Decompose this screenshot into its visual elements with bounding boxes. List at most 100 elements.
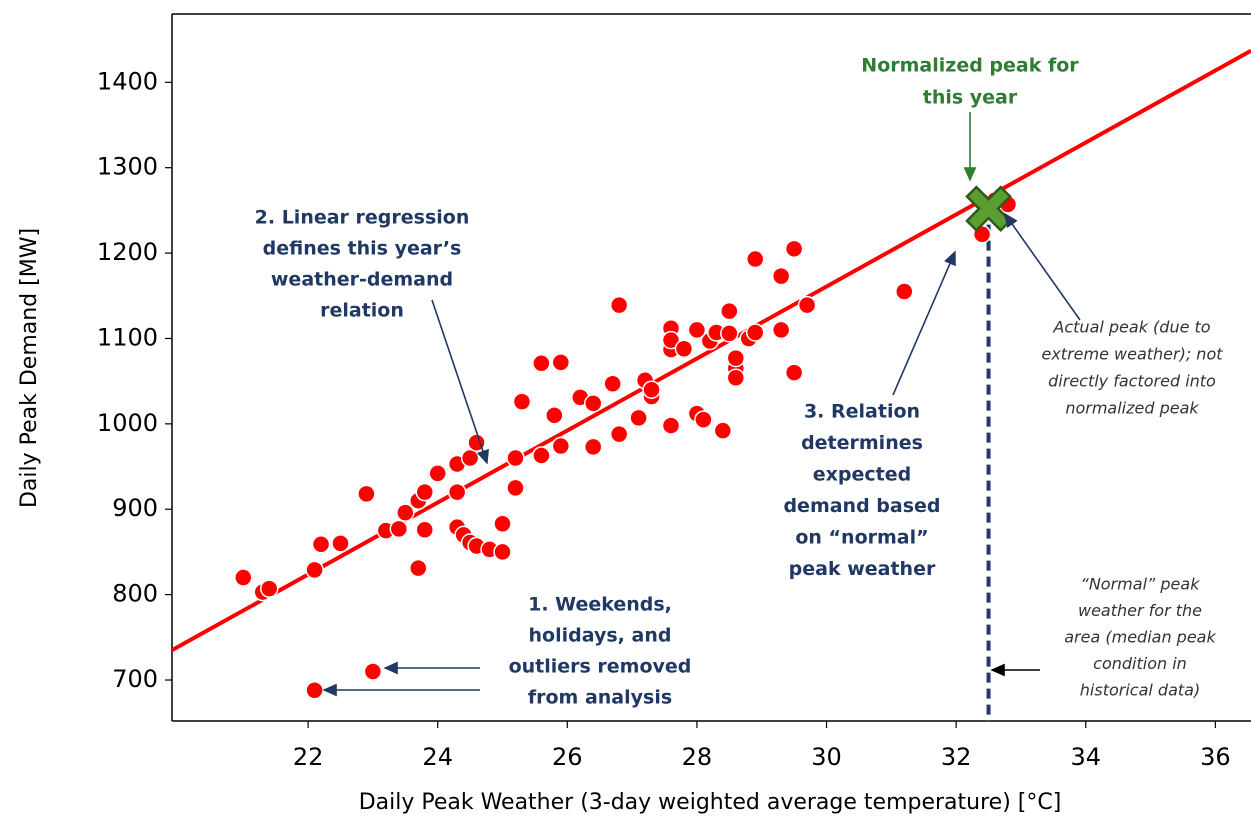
regression-line [172,48,1251,652]
x-tick-label: 22 [293,743,324,771]
x-tick-label: 34 [1070,743,1101,771]
data-point [415,482,434,502]
data-point [389,519,409,539]
data-point [493,514,512,534]
annotation-text: directly factored into [1048,372,1216,391]
data-point [745,323,765,342]
data-point [771,266,791,286]
y-tick-label: 700 [112,665,158,693]
annotation-arrow [1004,212,1081,321]
annotation-text: on “normal” [795,527,928,549]
data-point [311,535,331,554]
data-point [720,301,739,321]
data-point [363,662,383,681]
plot-area [172,48,1251,721]
data-point [396,503,415,522]
data-point [661,416,681,435]
annotation-text: expected [813,464,911,486]
data-point [771,320,791,340]
data-point [447,482,467,502]
annotation-text: holidays, and [529,625,672,647]
y-tick-label: 1200 [97,238,158,266]
annotation-arrow [431,299,489,465]
data-point [234,568,253,587]
annotation-text: from analysis [528,687,672,709]
data-point [331,534,350,553]
annotation-text: historical data) [1080,681,1200,700]
x-tick-label: 36 [1200,743,1231,771]
data-point [532,446,551,465]
data-point [726,348,746,368]
data-point [551,353,571,372]
data-point [745,249,765,269]
x-tick-label: 24 [422,743,453,771]
data-point [512,392,532,411]
data-point [609,295,629,315]
annotation-text: demand based [783,495,940,517]
data-point [603,374,622,393]
data-point [460,448,480,468]
annotation-arrow [892,250,956,396]
data-point [545,406,564,425]
x-axis-label: Daily Peak Weather (3-day weighted avera… [359,790,1062,815]
y-tick-label: 1400 [97,67,158,95]
data-point [674,339,694,358]
y-tick-label: 900 [112,494,158,522]
y-axis-label: Daily Peak Demand [MW] [17,228,42,508]
annotation-text: Actual peak (due to [1052,318,1210,337]
data-point [694,410,713,429]
annotation-text: 3. Relation [804,401,920,423]
x-tick-label: 32 [941,743,972,771]
data-point [583,437,603,457]
y-tick-label: 800 [112,580,158,608]
annotation-text: peak weather [789,558,936,580]
annotation-text: weather for the [1078,601,1202,620]
annotation-text: normalized peak [1065,399,1199,418]
data-point [305,681,324,700]
annotation-text: relation [320,300,404,322]
annotation-text: this year [923,87,1018,109]
annotation-text: 1. Weekends, [528,594,672,616]
x-tick-label: 28 [682,743,713,771]
data-point [428,464,447,483]
data-point [713,421,733,440]
annotation-text: “Normal” peak [1081,575,1201,594]
data-point [532,353,551,373]
data-point [609,424,629,444]
annotation-text: determines [801,432,923,454]
data-point [506,448,525,468]
data-point [642,380,661,399]
data-point [661,330,681,350]
data-point [551,436,571,456]
y-tick-label: 1000 [97,409,158,437]
data-point [687,320,707,340]
data-point [259,579,279,598]
data-point [797,295,817,315]
data-point [357,484,376,504]
data-point [415,520,434,539]
annotation-text: defines this year’s [263,238,462,260]
data-point [720,324,739,343]
annotation-text: 2. Linear regression [255,207,470,229]
data-point [493,542,512,562]
data-point [506,478,525,498]
data-point [726,368,746,387]
data-point [784,239,804,259]
y-tick-label: 1100 [97,323,158,351]
x-tick-label: 26 [552,743,583,771]
data-point [895,282,914,301]
annotation-text: outliers removed [509,656,692,678]
y-tick-label: 1300 [97,153,158,181]
annotation-text: extreme weather); not [1041,345,1223,364]
annotation-text: Normalized peak for [861,55,1079,77]
data-point [784,363,804,382]
annotation-text: weather-demand [271,269,453,291]
annotation-text: area (median peak [1064,628,1216,647]
x-tick-label: 30 [811,743,842,771]
annotation-text: condition in [1093,654,1187,673]
data-point [305,560,324,580]
data-point [409,558,428,578]
data-point [629,408,648,428]
